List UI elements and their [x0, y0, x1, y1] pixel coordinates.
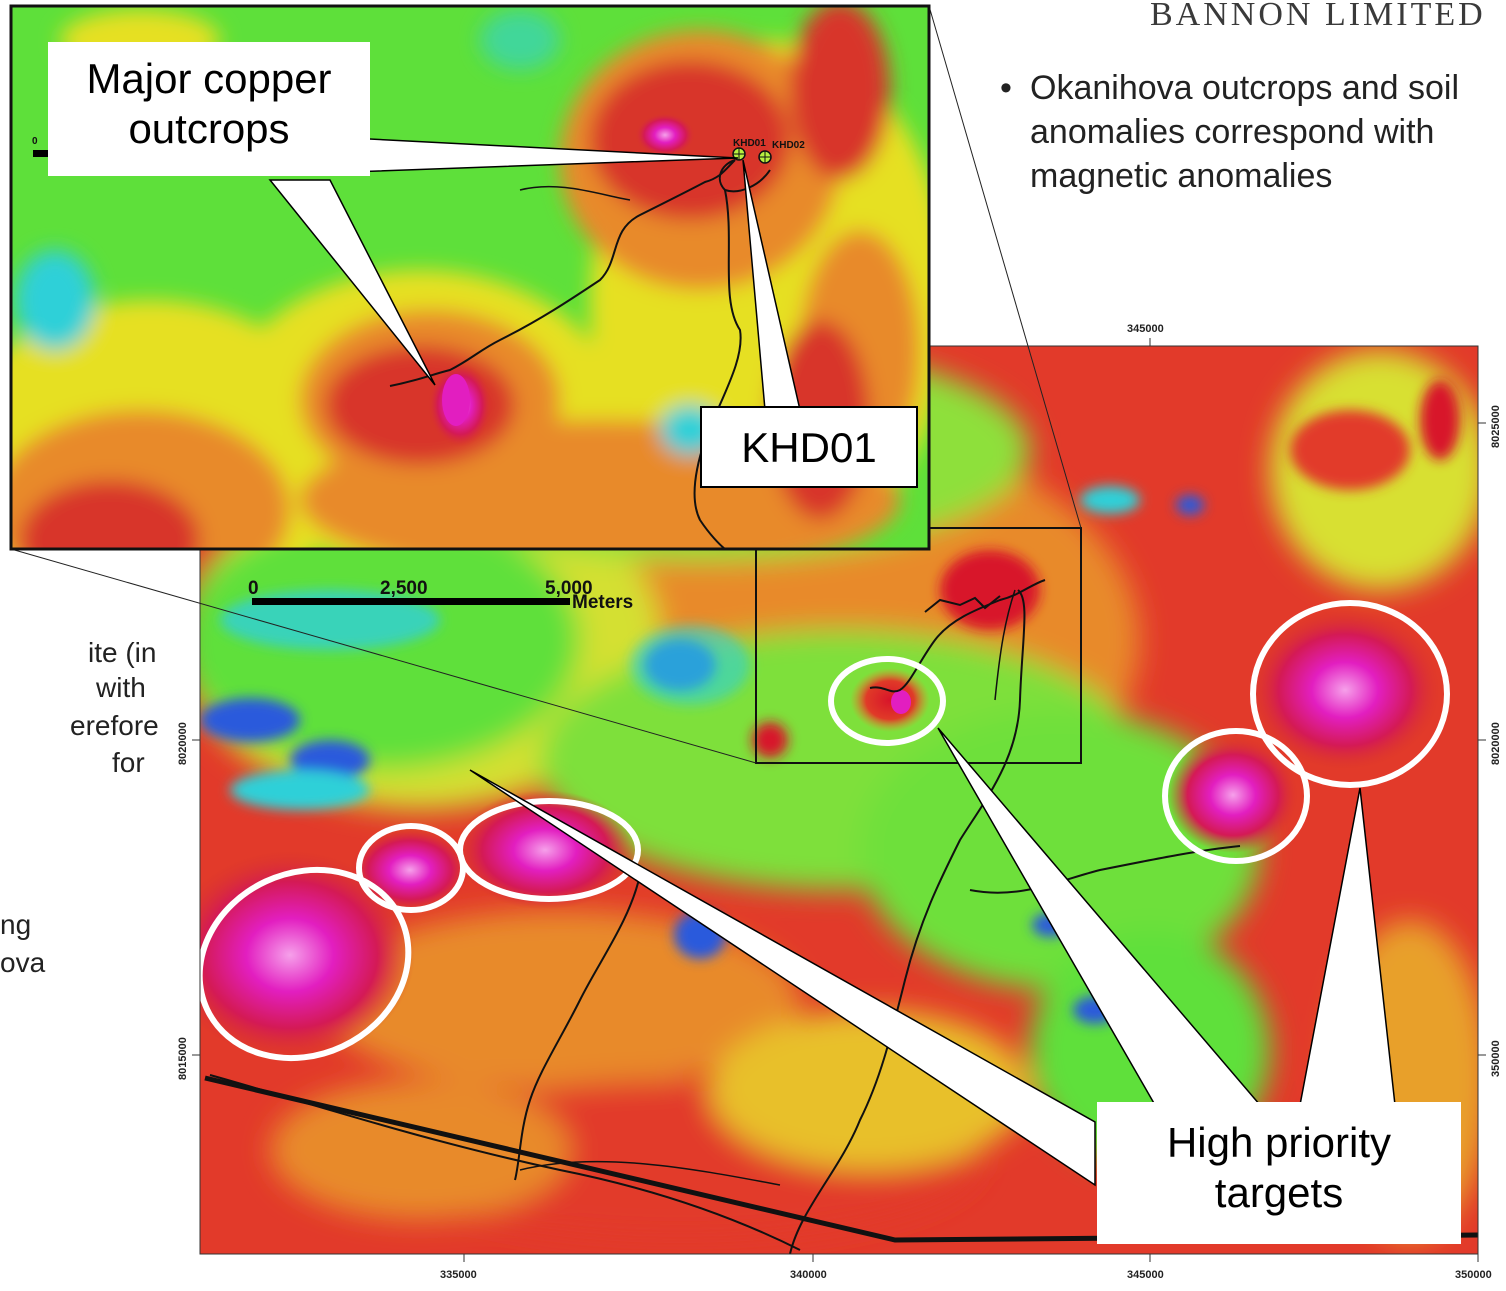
well-khd02: KHD02	[758, 140, 805, 164]
left-text-fragment: for	[112, 747, 145, 778]
callout-text: KHD01	[741, 424, 877, 471]
callout-text: High priority targets	[1166, 1119, 1392, 1216]
well-khd01: KHD01	[732, 138, 766, 161]
callout-pointer	[268, 179, 436, 386]
target-ring	[1250, 600, 1450, 788]
tick-y-350000: 350000	[1490, 1040, 1502, 1077]
well-label-khd02: KHD02	[772, 140, 805, 151]
tick-x-335000: 335000	[440, 1269, 477, 1281]
tick-y-8020000: 8020000	[1490, 722, 1502, 765]
target-ring	[196, 866, 412, 1062]
tick-y-left-8020000: 8020000	[177, 722, 189, 765]
tick-y-left-8015000: 8015000	[177, 1037, 189, 1080]
scale-label-2500: 2,500	[380, 578, 428, 599]
left-text-fragment: erefore	[70, 710, 159, 741]
bullet-marker: •	[1000, 69, 1012, 107]
inset-frame	[9, 4, 931, 551]
company-logo: BANNON LIMITED	[1150, 0, 1486, 33]
callout-khd01: KHD01	[700, 406, 918, 488]
bullet-text: Okanihova outcrops and soil anomalies co…	[1030, 69, 1460, 195]
left-text-fragment: with	[96, 672, 146, 703]
left-text-fragment: ng	[0, 909, 32, 940]
tick-y-8025000: 8025000	[1490, 405, 1502, 448]
tick-x-340000: 340000	[790, 1269, 827, 1281]
target-ring	[1162, 728, 1310, 864]
target-ring	[356, 823, 466, 913]
target-rings	[196, 600, 1450, 1062]
left-text-fragment: ite (in	[88, 637, 157, 668]
inset-scale-zero: 0	[32, 136, 38, 147]
callout-text: Major copper outcrops	[86, 55, 332, 152]
callout-high-priority-targets: High priority targets	[1097, 1102, 1461, 1244]
scale-unit: Meters	[572, 592, 633, 613]
left-text-fragment: ova	[0, 947, 46, 978]
scale-label-5000: 5,000	[545, 578, 593, 599]
well-label-khd01: KHD01	[733, 138, 766, 149]
target-ring	[828, 656, 946, 746]
callout-major-copper-outcrops: Major copper outcrops	[48, 42, 370, 176]
tick-top-345000: 345000	[1127, 323, 1164, 335]
main-scalebar: 0 2,500 5,000 Meters	[248, 578, 633, 613]
zoom-line	[928, 5, 1082, 529]
zoom-line	[10, 548, 757, 764]
scale-label-0: 0	[248, 578, 259, 599]
main-map-frame: 345000 335000 340000 345000 350000 80250…	[177, 323, 1502, 1281]
tick-x-345000: 345000	[1127, 1269, 1164, 1281]
tick-x-350000: 350000	[1455, 1269, 1492, 1281]
callout-pointer	[469, 769, 1096, 1187]
bullet-point: • Okanihova outcrops and soil anomalies …	[1000, 66, 1470, 198]
